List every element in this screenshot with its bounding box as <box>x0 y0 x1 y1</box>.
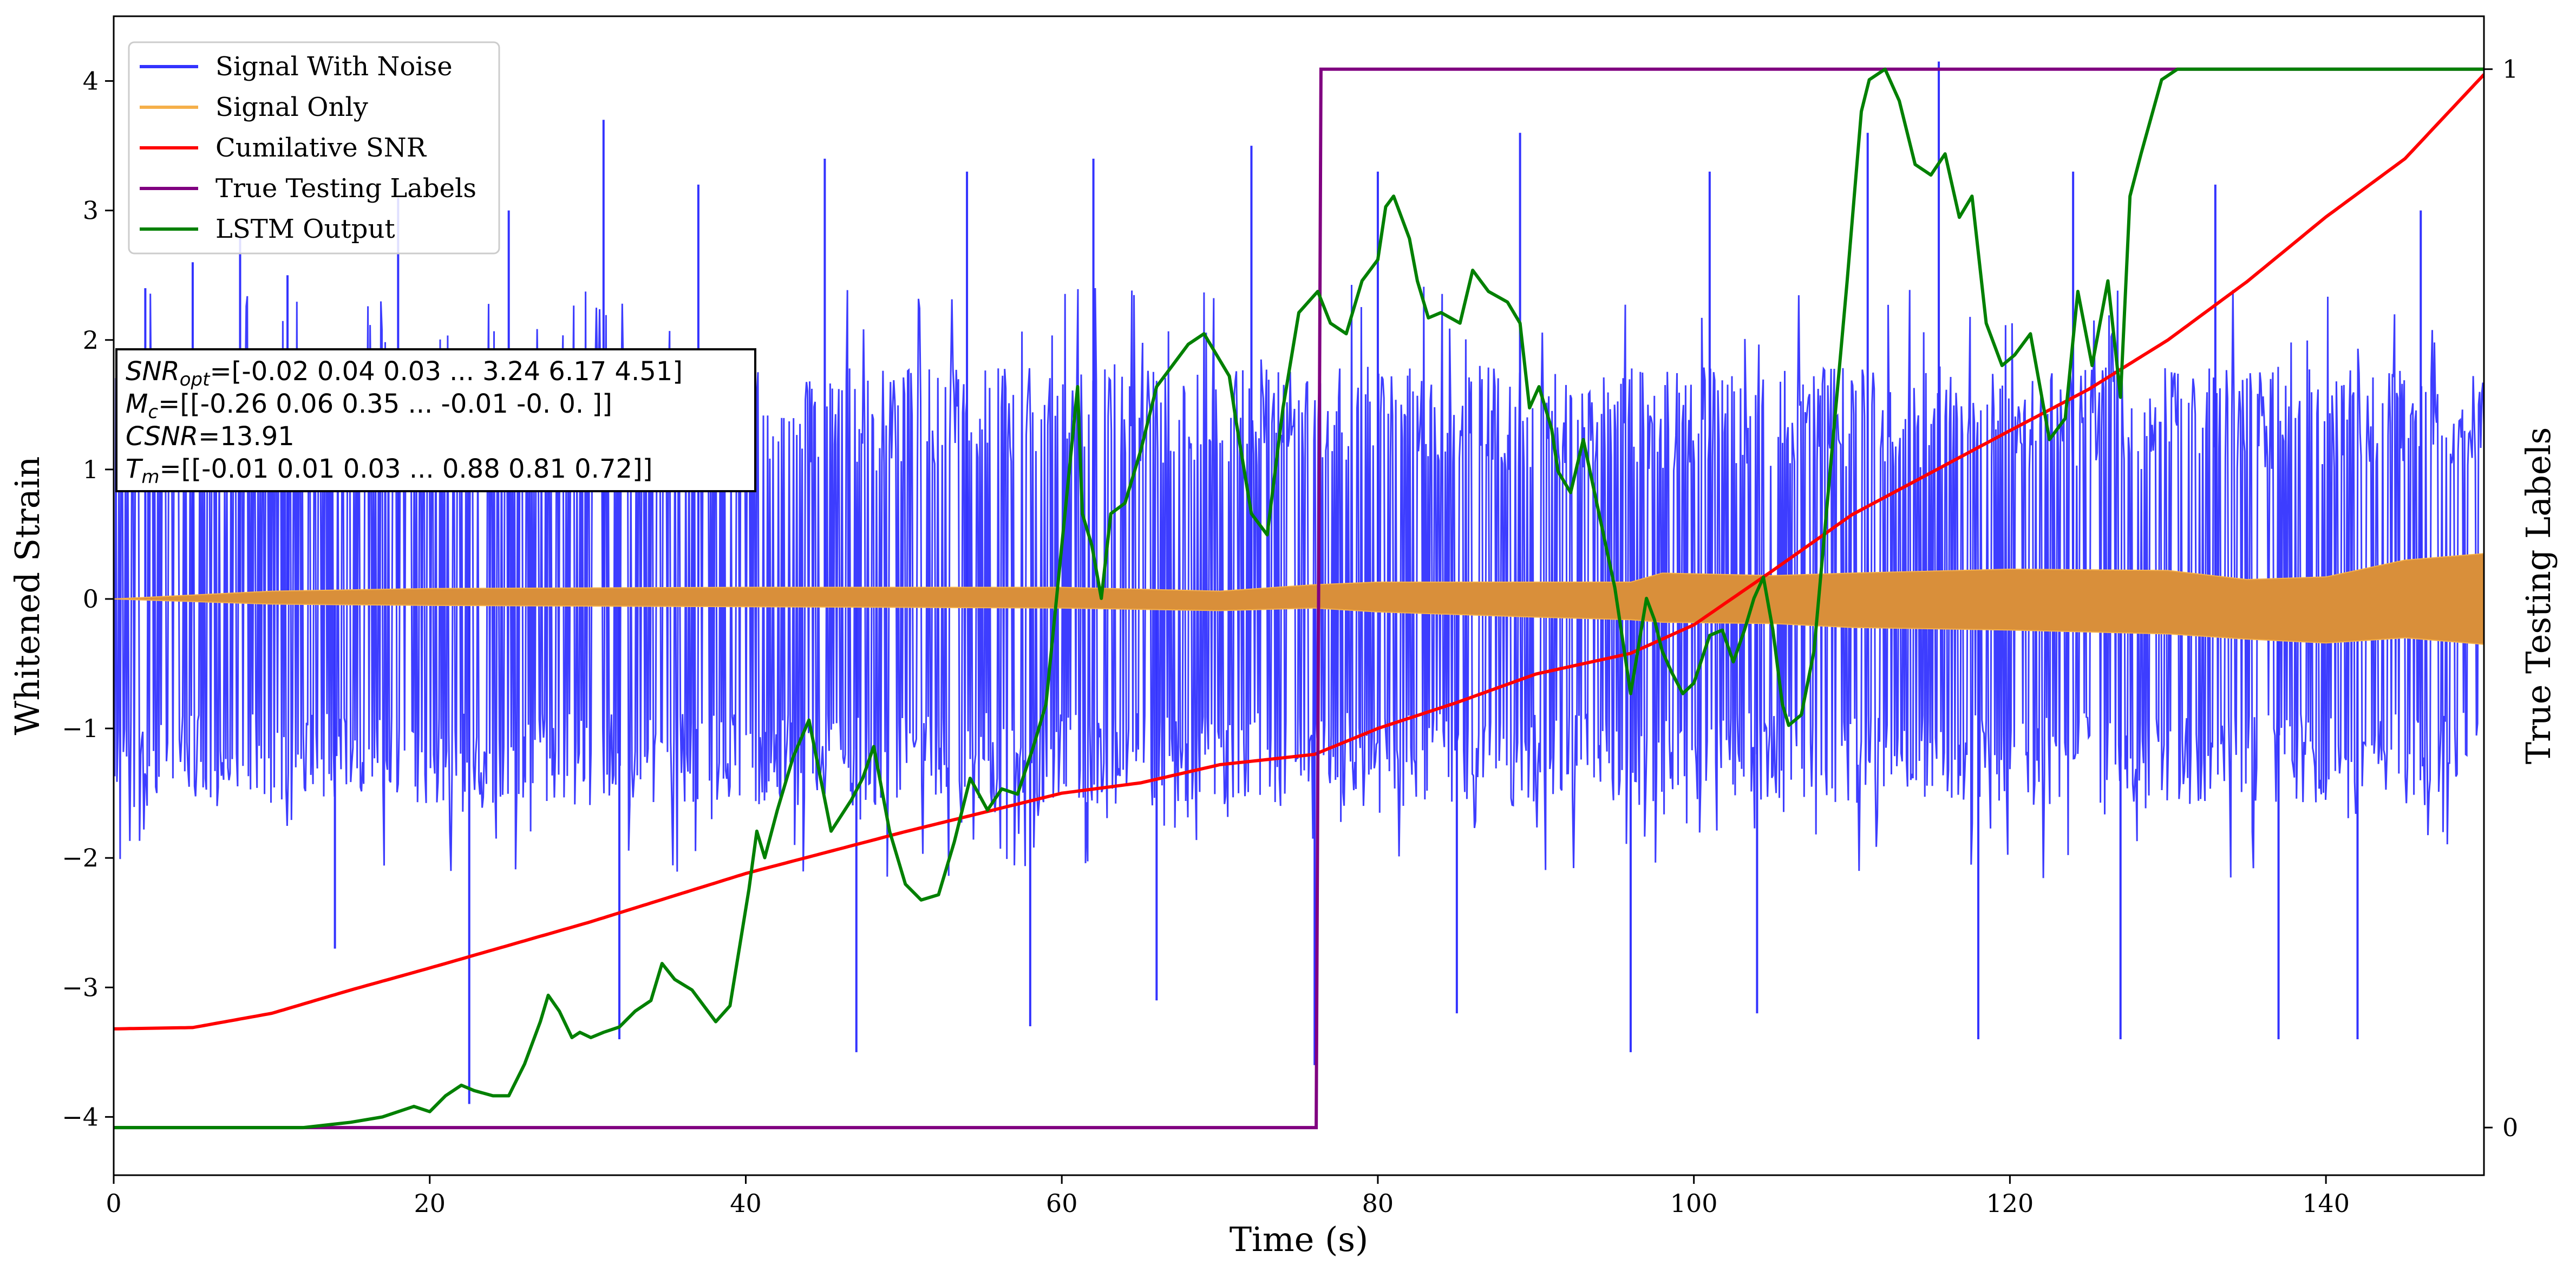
signal-only-band <box>114 553 2484 645</box>
y-left-tick-label: 3 <box>83 196 99 225</box>
x-tick-label: 100 <box>1670 1189 1718 1218</box>
lstm-output-line <box>114 67 2484 1130</box>
legend-label: LSTM Output <box>215 214 395 244</box>
cumulative-snr-line <box>114 73 2484 1031</box>
legend: Signal With Noise Signal Only Cumilative S… <box>128 41 500 255</box>
x-tick-label: 80 <box>1362 1189 1394 1218</box>
x-tick-label: 0 <box>106 1189 121 1218</box>
info-line: Tm=[[-0.01 0.01 0.03 ... 0.88 0.81 0.72]… <box>126 454 652 488</box>
y-left-axis-title: Whitened Strain <box>8 457 47 735</box>
x-axis-title: Time (s) <box>1230 1220 1369 1259</box>
true-labels-line <box>114 67 2484 1130</box>
y-right-axis-title: True Testing Labels <box>2519 427 2558 765</box>
y-left-tick-label: 0 <box>83 584 99 614</box>
plot-frame <box>113 15 2485 1176</box>
y-left-tick-label: 4 <box>83 67 99 96</box>
y-left-tick-label: −1 <box>62 714 99 743</box>
x-tick-label: 60 <box>1046 1189 1078 1218</box>
y-left-tick-label: 2 <box>83 325 99 355</box>
y-left-tick-label: −3 <box>62 973 99 1002</box>
y-left-tick-label: −2 <box>62 843 99 872</box>
info-box-frame <box>115 348 756 492</box>
info-line: SNRopt=[-0.02 0.04 0.03 ... 3.24 6.17 4.… <box>126 356 683 390</box>
legend-box <box>128 41 500 255</box>
y-right-tick-label: 0 <box>2502 1113 2518 1142</box>
info-line: CSNR=13.91 <box>126 421 295 452</box>
legend-label: Signal Only <box>215 92 368 122</box>
y-right-tick-label: 1 <box>2502 55 2518 84</box>
info-box: SNRopt=[-0.02 0.04 0.03 ... 3.24 6.17 4.… <box>115 348 756 492</box>
legend-label: Signal With Noise <box>215 51 453 82</box>
x-tick-label: 140 <box>2302 1189 2350 1218</box>
y-left-tick-label: −4 <box>62 1102 99 1131</box>
info-line: Mc=[[-0.26 0.06 0.35 ... -0.01 -0. 0. ]] <box>126 389 612 423</box>
x-tick-label: 120 <box>1986 1189 2034 1218</box>
x-tick-label: 20 <box>414 1189 446 1218</box>
x-tick-label: 40 <box>730 1189 762 1218</box>
legend-label: Cumilative SNR <box>215 133 427 163</box>
legend-label: True Testing Labels <box>215 173 476 204</box>
y-left-tick-label: 1 <box>83 455 99 484</box>
